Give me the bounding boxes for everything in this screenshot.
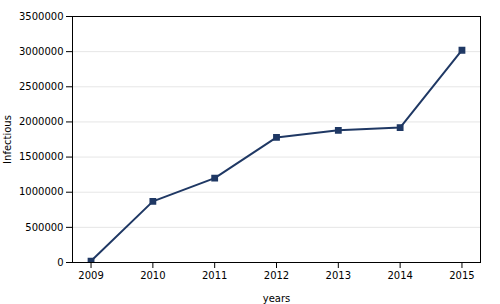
svg-text:3500000: 3500000: [19, 11, 64, 22]
svg-text:2012: 2012: [264, 270, 289, 281]
svg-text:500000: 500000: [25, 222, 63, 233]
svg-text:2000000: 2000000: [19, 116, 64, 127]
svg-text:2009: 2009: [78, 270, 103, 281]
svg-text:2015: 2015: [449, 270, 474, 281]
svg-text:years: years: [263, 293, 291, 304]
svg-text:1000000: 1000000: [19, 186, 64, 197]
svg-text:2010: 2010: [140, 270, 165, 281]
svg-text:2500000: 2500000: [19, 81, 64, 92]
svg-text:2013: 2013: [326, 270, 351, 281]
svg-text:0: 0: [57, 257, 63, 268]
svg-text:1500000: 1500000: [19, 151, 64, 162]
svg-text:Infectious: Infectious: [2, 115, 13, 164]
svg-text:2011: 2011: [202, 270, 227, 281]
svg-text:2014: 2014: [387, 270, 412, 281]
svg-text:3000000: 3000000: [19, 46, 64, 57]
